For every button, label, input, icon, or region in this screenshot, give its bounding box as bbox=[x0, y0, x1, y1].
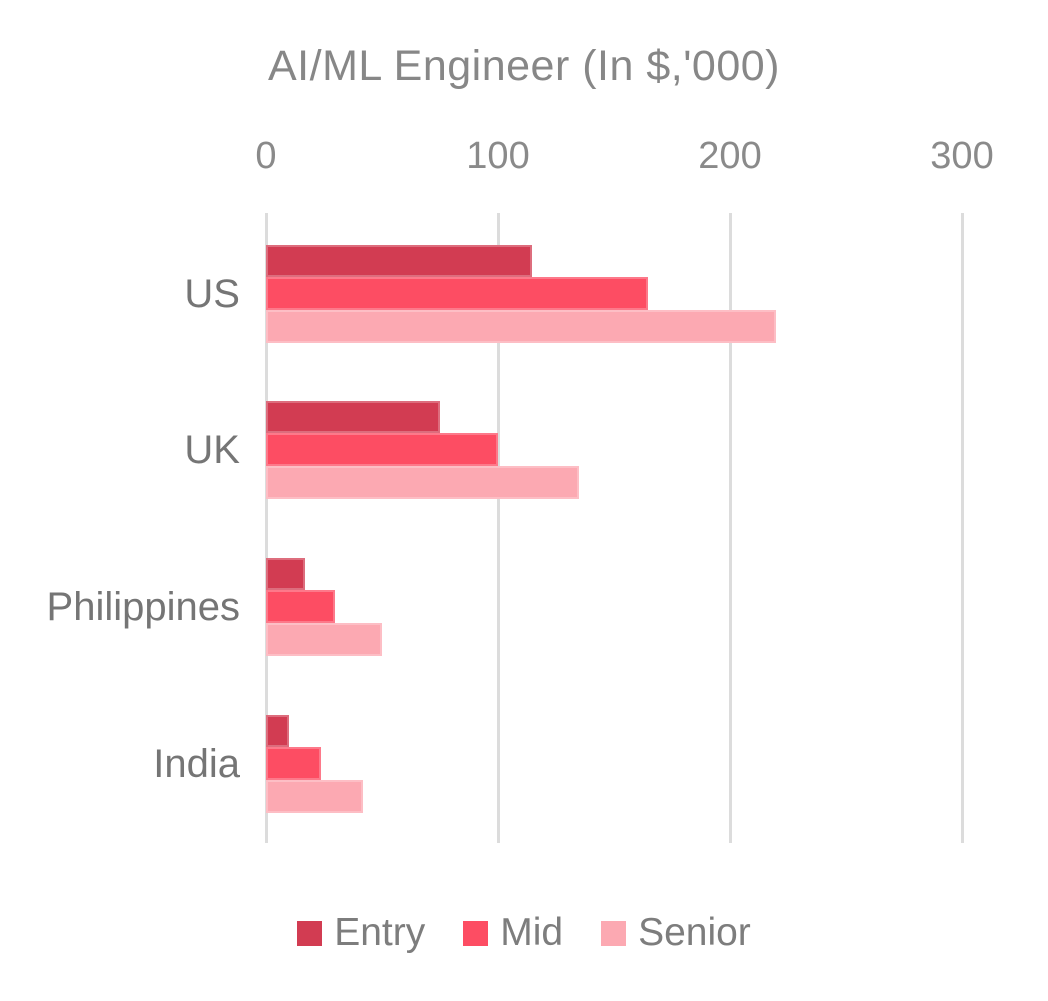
gridline-300 bbox=[960, 213, 964, 843]
legend-label-mid: Mid bbox=[500, 911, 564, 954]
legend-item-mid: Mid bbox=[463, 908, 563, 958]
bar-india-senior bbox=[265, 780, 363, 813]
bar-uk-entry bbox=[265, 400, 440, 434]
bar-india-mid bbox=[265, 747, 322, 781]
gridline-100 bbox=[496, 213, 500, 843]
mid-swatch-icon bbox=[463, 920, 489, 946]
bar-uk-mid bbox=[265, 433, 498, 467]
bar-us-senior bbox=[265, 310, 776, 343]
x-tick-3: 300 bbox=[930, 135, 994, 177]
bar-philippines-entry bbox=[265, 557, 305, 591]
gridline-0 bbox=[264, 213, 268, 843]
legend: Entry Mid Senior bbox=[0, 908, 1048, 958]
x-tick-0: 0 bbox=[255, 135, 277, 177]
legend-item-entry: Entry bbox=[297, 908, 425, 958]
gridline-200 bbox=[728, 213, 732, 843]
x-tick-1: 100 bbox=[466, 135, 530, 177]
legend-label-senior: Senior bbox=[638, 911, 751, 954]
bar-us-entry bbox=[265, 244, 533, 278]
chart-title: AI/ML Engineer (In $,'000) bbox=[268, 42, 780, 90]
category-label-philippines: Philippines bbox=[46, 584, 240, 629]
category-label-uk: UK bbox=[184, 427, 240, 472]
bar-uk-senior bbox=[265, 466, 579, 499]
category-label-us: US bbox=[184, 271, 240, 316]
senior-swatch-icon bbox=[601, 920, 627, 946]
bar-philippines-mid bbox=[265, 590, 336, 624]
legend-label-entry: Entry bbox=[334, 911, 426, 954]
bar-india-entry bbox=[265, 714, 289, 748]
legend-item-senior: Senior bbox=[601, 908, 751, 958]
x-tick-2: 200 bbox=[698, 135, 762, 177]
bar-philippines-senior bbox=[265, 623, 382, 656]
entry-swatch-icon bbox=[297, 920, 323, 946]
category-label-india: India bbox=[153, 741, 240, 786]
bar-us-mid bbox=[265, 277, 649, 311]
